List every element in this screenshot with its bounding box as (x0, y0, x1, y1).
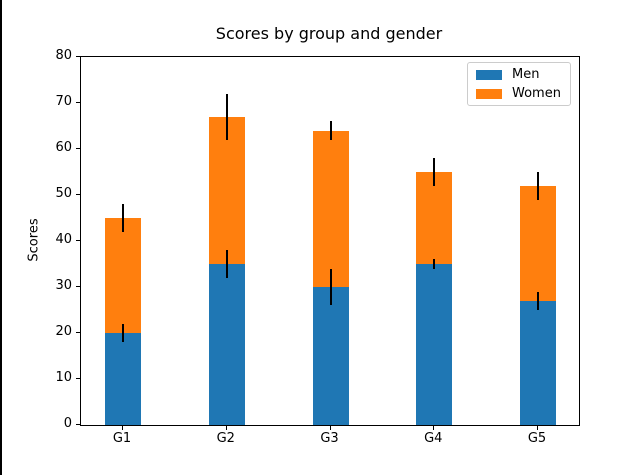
y-tick-label-0: 0 (63, 416, 72, 431)
y-tick-50 (76, 194, 80, 195)
y-axis-label: Scores (26, 218, 42, 262)
bar-women-g2 (208, 116, 245, 264)
y-tick-70 (76, 102, 80, 103)
y-tick-label-10: 10 (55, 370, 72, 385)
bar-women-g1 (105, 218, 141, 333)
bar-women-g4 (416, 172, 453, 264)
bar-men-g2 (208, 264, 245, 425)
y-tick-10 (76, 378, 80, 379)
errorbar-men-g2 (225, 250, 228, 278)
legend-swatch-men-icon (476, 69, 502, 80)
x-tick-label-g5: G5 (527, 431, 547, 446)
y-tick-label-70: 70 (55, 94, 72, 109)
x-tick-label-g3: G3 (320, 431, 339, 446)
bar-women-g5 (520, 185, 556, 301)
legend-label-women: Women (512, 85, 561, 101)
x-tick-g1 (122, 426, 123, 430)
y-tick-60 (76, 148, 80, 149)
errorbar-women-g3 (329, 121, 332, 140)
y-tick-label-80: 80 (55, 48, 72, 63)
legend-item-women: Women (476, 85, 570, 101)
chart-title: Scores by group and gender (215, 24, 443, 43)
errorbar-men-g3 (329, 268, 332, 306)
errorbar-men-g1 (122, 323, 124, 343)
y-tick-30 (76, 286, 80, 287)
y-tick-label-50: 50 (55, 186, 72, 201)
x-tick-label-g1: G1 (112, 431, 132, 446)
y-tick-20 (76, 332, 80, 333)
y-tick-40 (76, 240, 80, 241)
plot-area (80, 56, 580, 426)
y-tick-label-30: 30 (55, 278, 72, 293)
errorbar-men-g5 (537, 291, 539, 310)
screenshot-left-border (0, 0, 2, 475)
x-tick-g5 (537, 426, 538, 430)
x-tick-g4 (433, 426, 435, 430)
y-tick-0 (76, 424, 80, 425)
legend-item-men: Men (476, 66, 570, 82)
errorbar-women-g5 (537, 172, 539, 200)
legend-swatch-women-icon (476, 88, 502, 99)
legend: Men Women (467, 62, 571, 106)
bar-men-g5 (520, 300, 556, 425)
bar-women-g3 (312, 130, 349, 287)
errorbar-men-g4 (433, 259, 436, 269)
y-tick-80 (76, 56, 80, 57)
errorbar-women-g2 (225, 93, 228, 140)
x-tick-g3 (329, 426, 331, 430)
legend-label-men: Men (512, 66, 540, 82)
errorbar-women-g4 (433, 158, 436, 186)
y-tick-label-40: 40 (55, 232, 72, 247)
bar-men-g3 (312, 287, 349, 425)
bar-men-g4 (416, 264, 453, 425)
bar-men-g1 (105, 333, 141, 425)
errorbar-women-g1 (122, 204, 124, 232)
y-tick-label-20: 20 (55, 324, 72, 339)
y-tick-label-60: 60 (55, 140, 72, 155)
x-tick-label-g2: G2 (216, 431, 235, 446)
x-tick-label-g4: G4 (424, 431, 443, 446)
x-tick-g2 (225, 426, 227, 430)
